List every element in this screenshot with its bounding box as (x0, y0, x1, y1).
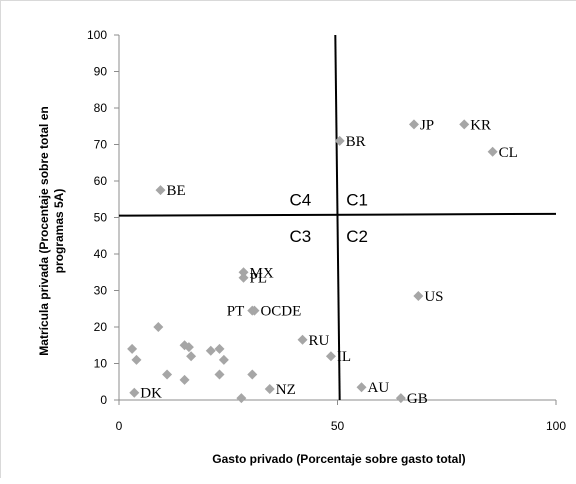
data-point (218, 354, 229, 365)
point-label-mx: MX (250, 265, 274, 281)
data-point (162, 369, 173, 380)
y-tick-label: 80 (94, 101, 108, 115)
data-point-kr (459, 119, 470, 130)
data-point (214, 343, 225, 354)
point-label-be: BE (167, 183, 186, 199)
data-point-dk (129, 387, 140, 398)
data-point (127, 343, 138, 354)
data-point-nz (264, 384, 275, 395)
quadrant-label-c2: C2 (346, 227, 368, 246)
vertical-divider-line (334, 34, 341, 401)
y-tick-label: 40 (94, 247, 108, 261)
quadrant-divider-group (118, 34, 557, 401)
point-label-us: US (424, 289, 443, 305)
data-point (214, 369, 225, 380)
quadrant-label-c1: C1 (346, 190, 368, 209)
data-point (205, 345, 216, 356)
y-axis-title-line2: programas 5A) (52, 189, 66, 274)
data-point-gb (395, 393, 406, 404)
quadrant-label-c4: C4 (290, 190, 312, 209)
point-label-jp: JP (420, 117, 434, 133)
y-tick-label: 70 (94, 138, 108, 152)
point-label-pl: PL (250, 271, 268, 287)
data-point (131, 354, 142, 365)
y-tick-label: 10 (94, 357, 108, 371)
data-point-jp (408, 119, 419, 130)
data-point-ru (297, 334, 308, 345)
point-label-pt: PT (227, 304, 245, 320)
point-label-ocde: OCDE (260, 304, 301, 320)
data-point (179, 374, 190, 385)
point-label-br: BR (346, 134, 366, 150)
horizontal-divider-line (118, 212, 557, 217)
data-point-br (334, 135, 345, 146)
data-point (186, 351, 197, 362)
data-point-us (413, 290, 424, 301)
point-label-kr: KR (470, 117, 491, 133)
data-point-il (325, 351, 336, 362)
y-axis-title-line1: Matrícula privada (Procentaje sobre tota… (37, 106, 51, 355)
data-point (183, 342, 194, 353)
data-point-be (155, 185, 166, 196)
y-tick-label: 60 (94, 174, 108, 188)
y-tick-group: 0 10 20 30 40 50 60 70 80 90 100 (87, 28, 119, 407)
point-label-gb: GB (407, 391, 428, 407)
y-tick-label: 90 (94, 65, 108, 79)
x-tick-label: 50 (331, 419, 345, 433)
point-label-nz: NZ (276, 382, 296, 398)
y-tick-label: 50 (94, 211, 108, 225)
quadrant-label-c3: C3 (290, 227, 312, 246)
y-tick-label: 30 (94, 284, 108, 298)
y-tick-label: 100 (87, 28, 107, 42)
point-label-dk: DK (140, 386, 162, 402)
data-point-au (356, 382, 367, 393)
point-label-il: IL (337, 349, 351, 365)
x-axis-title: Gasto privado (Porcentaje sobre gasto to… (212, 452, 465, 466)
y-tick-label: 0 (100, 393, 107, 407)
x-tick-label: 100 (546, 419, 566, 433)
data-point-mx (238, 267, 249, 278)
y-tick-label: 20 (94, 320, 108, 334)
data-point (236, 393, 247, 404)
point-label-ru: RU (309, 333, 330, 349)
data-point (247, 369, 258, 380)
x-tick-group: 0 50 100 (116, 400, 566, 433)
point-label-cl: CL (499, 145, 518, 161)
x-tick-label: 0 (116, 419, 123, 433)
data-point-group (127, 119, 498, 404)
quadrant-label-group: C4 C1 C3 C2 (290, 190, 368, 246)
data-point-ocde (249, 305, 260, 316)
point-label-au: AU (368, 380, 390, 396)
data-point-cl (487, 146, 498, 157)
data-point (153, 322, 164, 332)
data-point-pl (238, 272, 249, 283)
